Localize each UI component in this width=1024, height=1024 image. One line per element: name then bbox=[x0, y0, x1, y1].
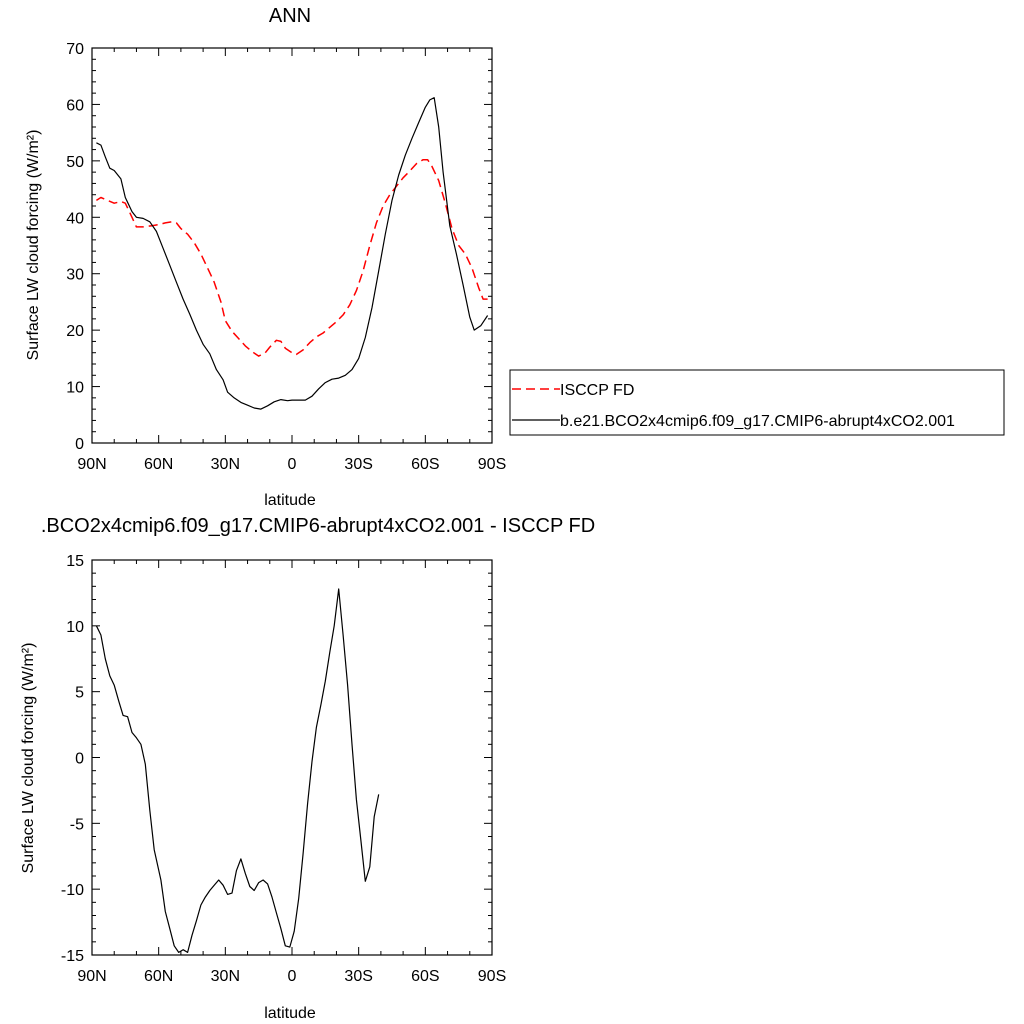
y-tick-label: 0 bbox=[75, 751, 84, 768]
chart-top-axes: 0 10 20 30 40 50 60 70 90N 60N 30N 0 30S 60S 90S bbox=[66, 41, 506, 473]
legend: ISCCP FD b.e21.BCO2x4cmip6.f09_g17.CMIP6… bbox=[509, 369, 1005, 436]
y-tick-label: -5 bbox=[70, 816, 84, 833]
legend-label-isccp: ISCCP FD bbox=[560, 382, 634, 399]
series-line-0-0 bbox=[95, 158, 488, 357]
x-tick-label: 30N bbox=[211, 968, 240, 985]
chart-top-xlabel: latitude bbox=[264, 492, 316, 509]
chart-bottom-title: .BCO2x4cmip6.f09_g17.CMIP6-abrupt4xCO2.0… bbox=[41, 515, 595, 537]
x-tick-label: 30S bbox=[344, 968, 372, 985]
x-tick-label: 60N bbox=[144, 456, 173, 473]
chart-bottom-xlabel: latitude bbox=[264, 1005, 316, 1022]
y-tick-label: 0 bbox=[75, 436, 84, 453]
chart-top-ylabel: Surface LW cloud forcing (W/m²) bbox=[25, 130, 42, 361]
y-tick-label: 60 bbox=[66, 97, 84, 114]
chart-bottom-ylabel: Surface LW cloud forcing (W/m²) bbox=[20, 643, 37, 874]
x-tick-label: 30S bbox=[344, 456, 372, 473]
y-tick-label: 70 bbox=[66, 41, 84, 58]
chart-top: ANN 0 10 20 30 40 50 60 70 90N 60N 30N 0 30S 60S 90S l… bbox=[25, 5, 1005, 509]
y-tick-label: 15 bbox=[66, 553, 84, 570]
y-tick-label: 10 bbox=[66, 380, 84, 397]
x-tick-label: 90N bbox=[77, 456, 106, 473]
y-tick-label: -15 bbox=[61, 948, 84, 965]
series-line-1-0 bbox=[95, 588, 380, 953]
chart-top-title: ANN bbox=[269, 5, 311, 27]
x-tick-label: 60S bbox=[411, 968, 439, 985]
y-tick-label: 10 bbox=[66, 619, 84, 636]
x-tick-label: 0 bbox=[288, 968, 297, 985]
x-tick-label: 90S bbox=[478, 968, 506, 985]
y-tick-label: 30 bbox=[66, 267, 84, 284]
x-tick-label: 90N bbox=[77, 968, 106, 985]
legend-label-model: b.e21.BCO2x4cmip6.f09_g17.CMIP6-abrupt4x… bbox=[560, 413, 955, 430]
x-tick-label: 60S bbox=[411, 456, 439, 473]
legend-box bbox=[509, 369, 1005, 436]
x-tick-label: 0 bbox=[288, 456, 297, 473]
x-tick-label: 30N bbox=[211, 456, 240, 473]
chart-bottom-plot-area bbox=[95, 588, 380, 953]
plot-frame bbox=[91, 47, 493, 444]
y-tick-label: 20 bbox=[66, 323, 84, 340]
series-line-0-1 bbox=[96, 97, 489, 410]
y-tick-label: -10 bbox=[61, 882, 84, 899]
chart-top-plot-area bbox=[95, 97, 489, 410]
chart-bottom: .BCO2x4cmip6.f09_g17.CMIP6-abrupt4xCO2.0… bbox=[20, 515, 595, 1022]
y-tick-label: 40 bbox=[66, 210, 84, 227]
y-tick-label: 50 bbox=[66, 154, 84, 171]
y-tick-label: 5 bbox=[75, 685, 84, 702]
plot-frame bbox=[91, 559, 493, 956]
chart-bottom-axes: -15 -10 -5 0 5 10 15 90N 60N 30N 0 30S 60S 90S bbox=[61, 553, 506, 985]
x-tick-label: 60N bbox=[144, 968, 173, 985]
x-tick-label: 90S bbox=[478, 456, 506, 473]
